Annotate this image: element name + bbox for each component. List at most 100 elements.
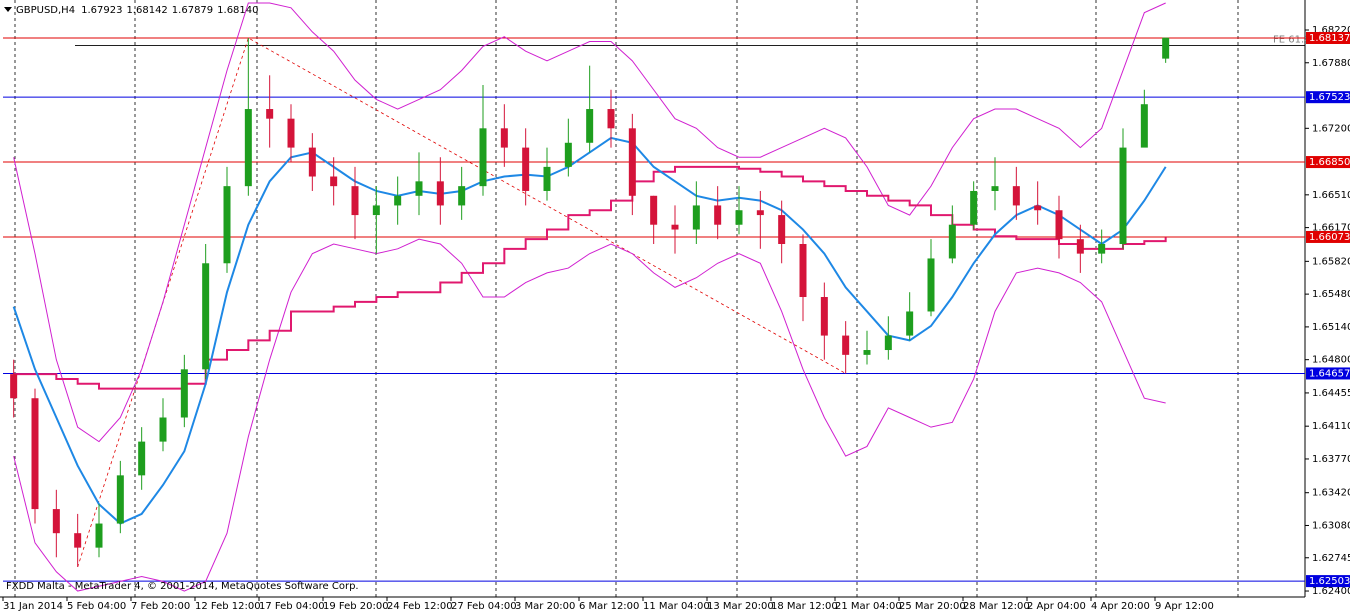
y-tick-label: 1.62400: [1312, 586, 1350, 597]
candle-body: [394, 195, 402, 206]
candle-body: [1119, 147, 1127, 244]
level-label: 1.64657: [1309, 368, 1350, 379]
candle-body: [970, 190, 978, 225]
candle-body: [522, 147, 530, 191]
header-text: GBPUSD,H4 1.67923 1.68142 1.67879 1.68140: [16, 5, 259, 16]
candle-body: [714, 205, 722, 225]
candle-body: [1034, 205, 1042, 211]
x-tick-label: 17 Feb 04:00: [259, 601, 325, 612]
candle-body: [628, 128, 636, 196]
x-tick-label: 4 Apr 20:00: [1091, 601, 1150, 612]
candle-body: [479, 128, 487, 187]
candle-body: [52, 509, 60, 534]
candle-body: [159, 417, 167, 442]
x-tick-label: 11 Mar 04:00: [643, 601, 710, 612]
level-box: [1306, 230, 1350, 243]
y-tick-label: 1.64110: [1312, 421, 1350, 432]
symbol: GBPUSD,H4: [16, 5, 75, 16]
indicator-line: [12, 136, 1167, 525]
level-label: 1.67523: [1309, 92, 1350, 103]
candle-body: [330, 176, 338, 187]
open-quote: 1.67923: [81, 5, 122, 16]
y-tick-label: 1.63770: [1312, 454, 1350, 465]
x-tick-label: 19 Feb 20:00: [323, 601, 389, 612]
candle-body: [202, 263, 210, 370]
x-tick-label: 28 Mar 12:00: [963, 601, 1030, 612]
x-tick-label: 31 Jan 2014: [3, 601, 63, 612]
candle-body: [799, 243, 807, 298]
candle-body: [74, 533, 82, 548]
candle-body: [1012, 186, 1020, 206]
level-label: 1.66073: [1309, 232, 1350, 243]
close-quote: 1.68140: [217, 5, 258, 16]
candle-body: [436, 181, 444, 206]
indicator-line: [13, 2, 1166, 443]
x-tick-label: 18 Mar 12:00: [771, 601, 838, 612]
candle-body: [586, 109, 594, 143]
high-quote: 1.68142: [126, 5, 167, 16]
candle-body: [308, 147, 316, 177]
y-tick-label: 1.67200: [1312, 123, 1350, 134]
candle-body: [842, 335, 850, 355]
level-box: [1306, 31, 1350, 44]
candle-body: [884, 335, 892, 351]
x-tick-label: 6 Mar 12:00: [579, 601, 639, 612]
candle-body: [1140, 104, 1148, 148]
candle-body: [564, 142, 572, 167]
candle-body: [756, 210, 764, 216]
level-label: 1.62503: [1309, 576, 1350, 587]
candle-body: [10, 374, 18, 399]
level-box: [1306, 156, 1350, 169]
candle-body: [927, 258, 935, 312]
candle-body: [735, 210, 743, 225]
low-quote: 1.67879: [172, 5, 213, 16]
candle-body: [543, 166, 551, 191]
menu-triangle: [4, 7, 12, 12]
candle-body: [671, 224, 679, 230]
candle-body: [1162, 37, 1170, 59]
candle-body: [116, 475, 124, 524]
y-tick-label: 1.63080: [1312, 520, 1350, 531]
candle-body: [223, 186, 231, 264]
y-tick-label: 1.62745: [1312, 553, 1350, 564]
candle-body: [820, 297, 828, 336]
y-tick-label: 1.68220: [1312, 25, 1350, 36]
x-tick-label: 21 Mar 04:00: [835, 601, 902, 612]
x-tick-label: 13 Mar 20:00: [707, 601, 774, 612]
candle-body: [287, 118, 295, 148]
y-tick-label: 1.65480: [1312, 289, 1350, 300]
y-tick-label: 1.64455: [1312, 388, 1350, 399]
candle-body: [458, 186, 466, 206]
x-tick-label: 12 Feb 12:00: [195, 601, 261, 612]
fibo-label: FE 61.8: [1273, 34, 1311, 45]
level-box: [1306, 91, 1350, 104]
y-tick-label: 1.67880: [1312, 58, 1350, 69]
candle-body: [266, 109, 274, 119]
level-label: 1.68137: [1309, 33, 1350, 44]
level-box: [1306, 575, 1350, 588]
candle-body: [95, 523, 103, 548]
x-tick-label: 24 Feb 12:00: [387, 601, 453, 612]
candle-body: [138, 441, 146, 476]
x-tick-label: 9 Apr 12:00: [1155, 601, 1214, 612]
y-tick-label: 1.66510: [1312, 190, 1350, 201]
indicator-line: [13, 238, 1166, 592]
candle-body: [372, 205, 380, 216]
candle-body: [31, 398, 39, 510]
candle-body: [500, 128, 508, 148]
y-tick-label: 1.65820: [1312, 256, 1350, 267]
y-tick-label: 1.63420: [1312, 488, 1350, 499]
copyright: FXDD Malta - MetaTrader 4, © 2001-2014, …: [6, 581, 359, 592]
candle-body: [650, 195, 658, 225]
x-tick-label: 27 Feb 04:00: [451, 601, 517, 612]
header: GBPUSD,H4 1.67923 1.68142 1.67879 1.68140: [4, 5, 259, 16]
candle-body: [607, 109, 615, 129]
x-tick-label: 25 Mar 20:00: [899, 601, 966, 612]
candle-body: [778, 215, 786, 244]
candle-body: [1076, 239, 1084, 254]
candle-body: [415, 181, 423, 196]
candle-body: [1055, 210, 1063, 240]
